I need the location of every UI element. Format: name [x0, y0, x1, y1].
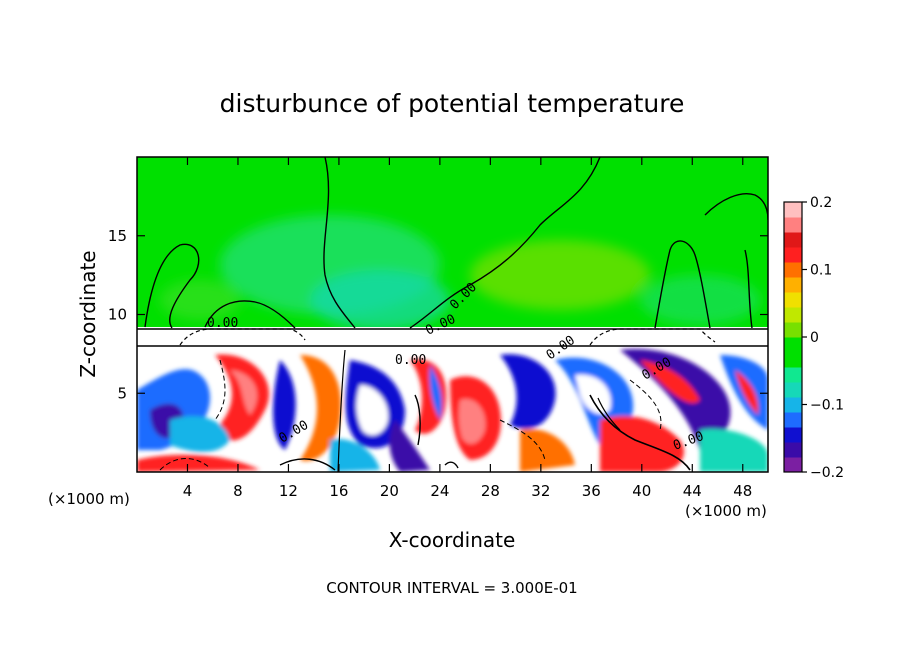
colorbar-segment: [784, 367, 802, 383]
x-tick-label: 48: [733, 482, 752, 500]
colorbar: [783, 201, 803, 473]
x-axis-ticks: 4 8 12 16 20 24 28 32 36 40 44 48: [183, 157, 752, 500]
x-tick-label: 4: [183, 482, 193, 500]
colorbar-tick-label: 0.2: [810, 195, 832, 211]
colorbar-segment: [784, 322, 802, 338]
y-axis-label: Z-coordinate: [76, 250, 100, 377]
y-tick-label: 15: [108, 227, 127, 245]
x-axis-label: X-coordinate: [389, 528, 516, 552]
colorbar-segment: [784, 427, 802, 443]
colorbar-segment: [784, 352, 802, 368]
y-tick-label: 5: [117, 384, 127, 402]
x-axis-unit-right: (×1000 m): [685, 502, 767, 520]
colorbar-ticks: 0.2 0.1 0 −0.1 −0.2: [802, 195, 844, 481]
dashed-contours: [159, 359, 662, 471]
x-tick-label: 32: [531, 482, 550, 500]
colorbar-tick-label: 0.1: [810, 263, 832, 279]
colorbar-segment: [784, 277, 802, 293]
colorbar-segment: [784, 457, 802, 473]
upper-field-anomalies: [160, 215, 760, 330]
x-tick-label: 20: [380, 482, 399, 500]
colorbar-segment: [784, 247, 802, 263]
interface-band: [137, 327, 768, 349]
x-tick-label: 36: [582, 482, 601, 500]
plot-area: 0.00 0.00 0.00 0.00 0.00 0.00 0.00 0.00: [137, 157, 768, 472]
colorbar-segment: [784, 307, 802, 323]
colorbar-tick-label: −0.2: [810, 465, 844, 481]
contour-label: 0.00: [395, 353, 426, 368]
x-tick-label: 40: [632, 482, 651, 500]
colorbar-segment: [784, 232, 802, 248]
y-axis-ticks: 5 10 15: [108, 227, 768, 402]
colorbar-segment: [784, 337, 802, 353]
colorbar-tick-label: −0.1: [810, 398, 844, 414]
colorbar-segment: [784, 412, 802, 428]
contour-interval-note: CONTOUR INTERVAL = 3.000E-01: [326, 579, 577, 597]
colorbar-segment: [784, 217, 802, 233]
colorbar-segment: [784, 262, 802, 278]
x-tick-label: 12: [279, 482, 298, 500]
colorbar-segment: [784, 292, 802, 308]
colorbar-segment: [784, 382, 802, 398]
contour-lines: [144, 157, 768, 472]
colorbar-tick-label: 0: [810, 330, 819, 346]
colorbar-segment: [784, 397, 802, 413]
contour-label: 0.00: [207, 316, 238, 331]
x-tick-label: 24: [430, 482, 449, 500]
x-tick-label: 8: [233, 482, 243, 500]
colorbar-segment: [784, 202, 802, 218]
chart-title: disturbunce of potential temperature: [220, 89, 685, 118]
y-tick-label: 10: [108, 306, 127, 324]
x-tick-label: 28: [481, 482, 500, 500]
x-axis-unit-left: (×1000 m): [48, 490, 130, 508]
x-tick-label: 44: [683, 482, 702, 500]
x-tick-label: 16: [329, 482, 348, 500]
colorbar-segment: [784, 442, 802, 458]
